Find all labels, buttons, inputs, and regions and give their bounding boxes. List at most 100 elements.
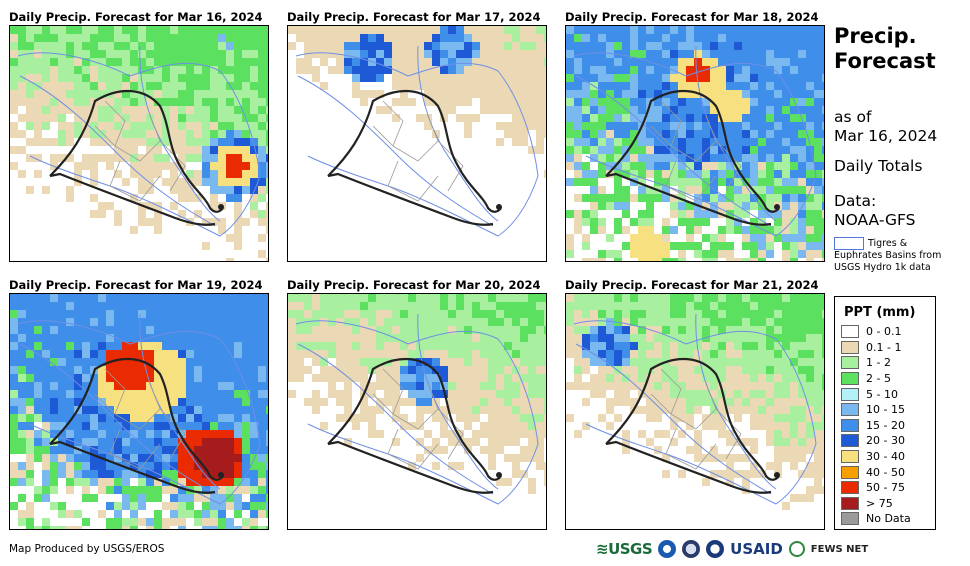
precip-cell: [622, 50, 630, 58]
precip-cell: [242, 178, 250, 186]
precip-cell: [90, 114, 98, 122]
precip-cell: [194, 342, 202, 350]
precip-cell: [654, 430, 662, 438]
precip-cell: [114, 26, 122, 34]
precip-cell: [186, 350, 194, 358]
precip-cell: [234, 390, 242, 398]
precip-cell: [178, 366, 186, 374]
precip-cell: [82, 66, 90, 74]
precip-cell: [814, 34, 822, 42]
precip-cell: [806, 106, 814, 114]
precip-cell: [130, 90, 138, 98]
precip-cell: [360, 34, 368, 42]
precip-cell: [344, 358, 352, 366]
precip-cell: [710, 310, 718, 318]
precip-cell: [18, 42, 26, 50]
precip-cell: [154, 374, 162, 382]
precip-cell: [202, 334, 210, 342]
precip-cell: [162, 366, 170, 374]
precip-cell: [258, 210, 266, 218]
precip-cell: [130, 122, 138, 130]
precip-cell: [528, 326, 536, 334]
precip-cell: [304, 366, 312, 374]
precip-cell: [598, 50, 606, 58]
precip-raster: [10, 26, 268, 261]
precip-cell: [26, 90, 34, 98]
precip-cell: [512, 350, 520, 358]
precip-cell: [582, 382, 590, 390]
precip-cell: [536, 366, 544, 374]
precip-cell: [622, 334, 630, 342]
precip-cell: [456, 90, 464, 98]
precip-cell: [10, 130, 18, 138]
precip-cell: [670, 114, 678, 122]
precip-cell: [218, 334, 226, 342]
legend-item: 0.1 - 1: [841, 340, 935, 356]
precip-cell: [114, 470, 122, 478]
precip-cell: [242, 446, 250, 454]
precip-cell: [822, 82, 824, 90]
precip-cell: [512, 26, 520, 34]
precip-cell: [496, 446, 504, 454]
precip-cell: [98, 154, 106, 162]
precip-cell: [686, 82, 694, 90]
precip-cell: [504, 454, 512, 462]
precip-cell: [250, 42, 258, 50]
precip-cell: [368, 342, 376, 350]
precip-cell: [614, 374, 622, 382]
precip-cell: [360, 398, 368, 406]
precip-cell: [566, 130, 574, 138]
precip-cell: [504, 422, 512, 430]
precip-cell: [242, 146, 250, 154]
precip-cell: [686, 358, 694, 366]
precip-cell: [814, 326, 822, 334]
precip-cell: [782, 382, 790, 390]
precip-cell: [528, 146, 536, 154]
precip-cell: [726, 90, 734, 98]
precip-cell: [106, 462, 114, 470]
precip-cell: [790, 318, 798, 326]
precip-cell: [694, 318, 702, 326]
precip-cell: [432, 82, 440, 90]
precip-cell: [520, 374, 528, 382]
precip-cell: [614, 98, 622, 106]
precip-cell: [758, 26, 766, 34]
precip-cell: [606, 374, 614, 382]
precip-cell: [512, 398, 520, 406]
precip-cell: [742, 226, 750, 234]
precip-cell: [392, 358, 400, 366]
precip-cell: [194, 98, 202, 106]
precip-cell: [766, 34, 774, 42]
precip-cell: [234, 478, 242, 486]
precip-cell: [798, 438, 806, 446]
precip-cell: [194, 366, 202, 374]
precip-cell: [234, 226, 242, 234]
precip-cell: [496, 302, 504, 310]
precip-cell: [82, 406, 90, 414]
precip-cell: [814, 478, 822, 486]
precip-cell: [26, 302, 34, 310]
precip-cell: [472, 430, 480, 438]
precip-cell: [670, 58, 678, 66]
precip-cell: [416, 74, 424, 82]
precip-cell: [456, 66, 464, 74]
precip-cell: [154, 210, 162, 218]
precip-cell: [10, 358, 18, 366]
precip-cell: [758, 114, 766, 122]
precip-cell: [806, 374, 814, 382]
precip-cell: [718, 74, 726, 82]
precip-cell: [234, 234, 242, 242]
precip-cell: [670, 154, 678, 162]
precip-cell: [822, 114, 824, 122]
precip-cell: [766, 250, 774, 258]
legend-item: > 75: [841, 496, 935, 512]
precip-cell: [758, 342, 766, 350]
precip-cell: [376, 34, 384, 42]
precip-cell: [42, 26, 50, 34]
precip-cell: [686, 106, 694, 114]
precip-cell: [210, 50, 218, 58]
precip-cell: [790, 334, 798, 342]
precip-cell: [50, 310, 58, 318]
legend-item: 50 - 75: [841, 480, 935, 496]
precip-cell: [758, 326, 766, 334]
